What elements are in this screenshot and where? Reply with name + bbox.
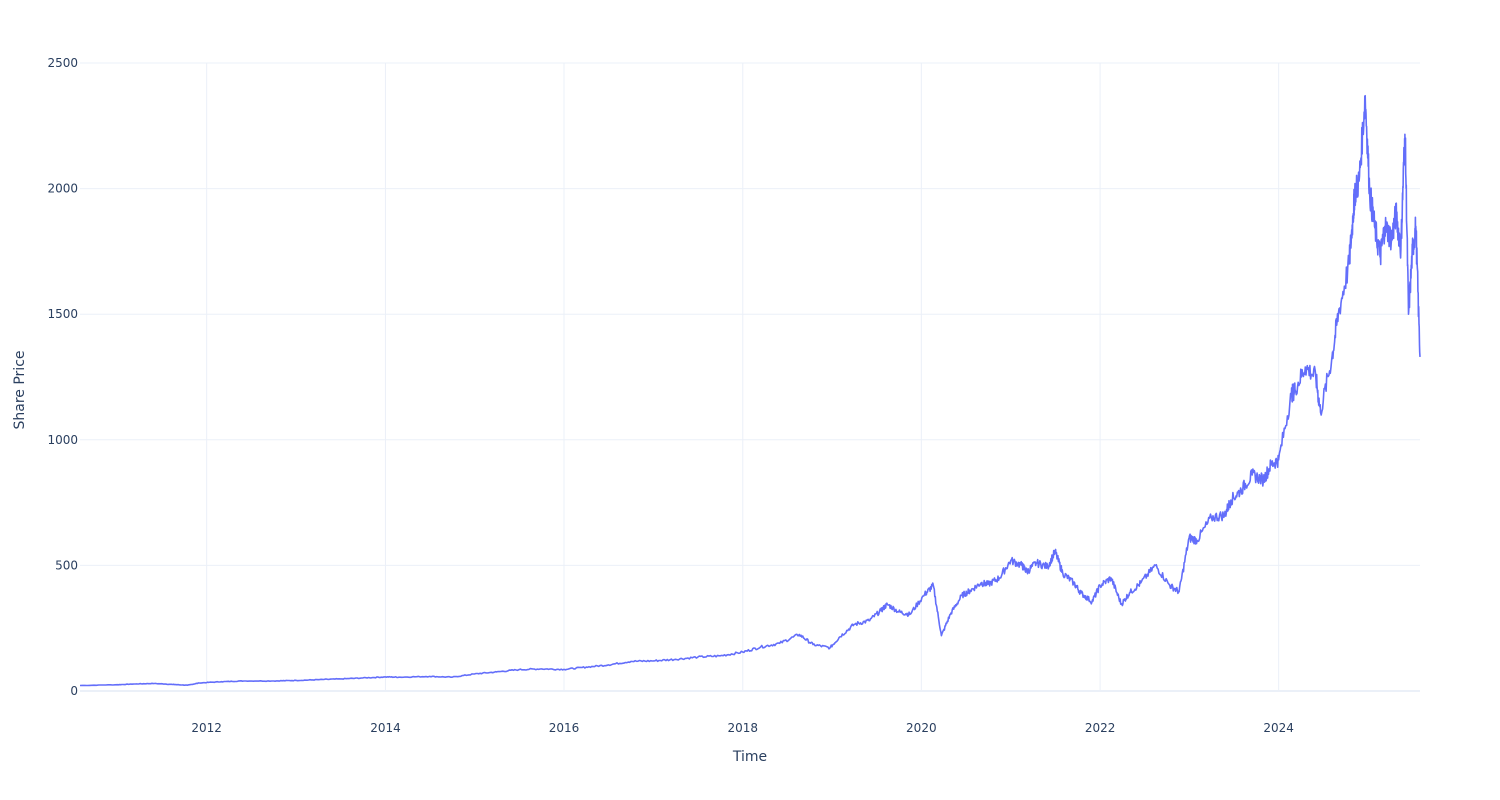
y-tick-labels: 0 500 1000 1500 2000 2500 [47, 56, 78, 698]
y-axis-title: Share Price [12, 350, 28, 429]
series-layer [79, 94, 1421, 687]
x-tick-label: 2014 [370, 721, 401, 735]
x-tick-label: 2018 [728, 721, 759, 735]
x-axis-title: Time [732, 749, 767, 765]
y-gridlines [80, 62, 1420, 692]
x-tick-label: 2016 [549, 721, 580, 735]
x-tick-label: 2022 [1085, 721, 1116, 735]
x-gridlines [206, 63, 1280, 691]
y-tick-label: 2000 [47, 182, 78, 196]
y-tick-label: 500 [55, 558, 78, 572]
x-tick-label: 2012 [191, 721, 222, 735]
y-tick-label: 1500 [47, 307, 78, 321]
series-line [79, 94, 1421, 687]
x-tick-label: 2020 [906, 721, 937, 735]
y-tick-label: 2500 [47, 56, 78, 70]
x-tick-labels: 2012 2014 2016 2018 2020 2022 2024 [191, 721, 1293, 735]
x-tick-label: 2024 [1263, 721, 1294, 735]
y-tick-label: 0 [70, 684, 78, 698]
y-tick-label: 1000 [47, 433, 78, 447]
